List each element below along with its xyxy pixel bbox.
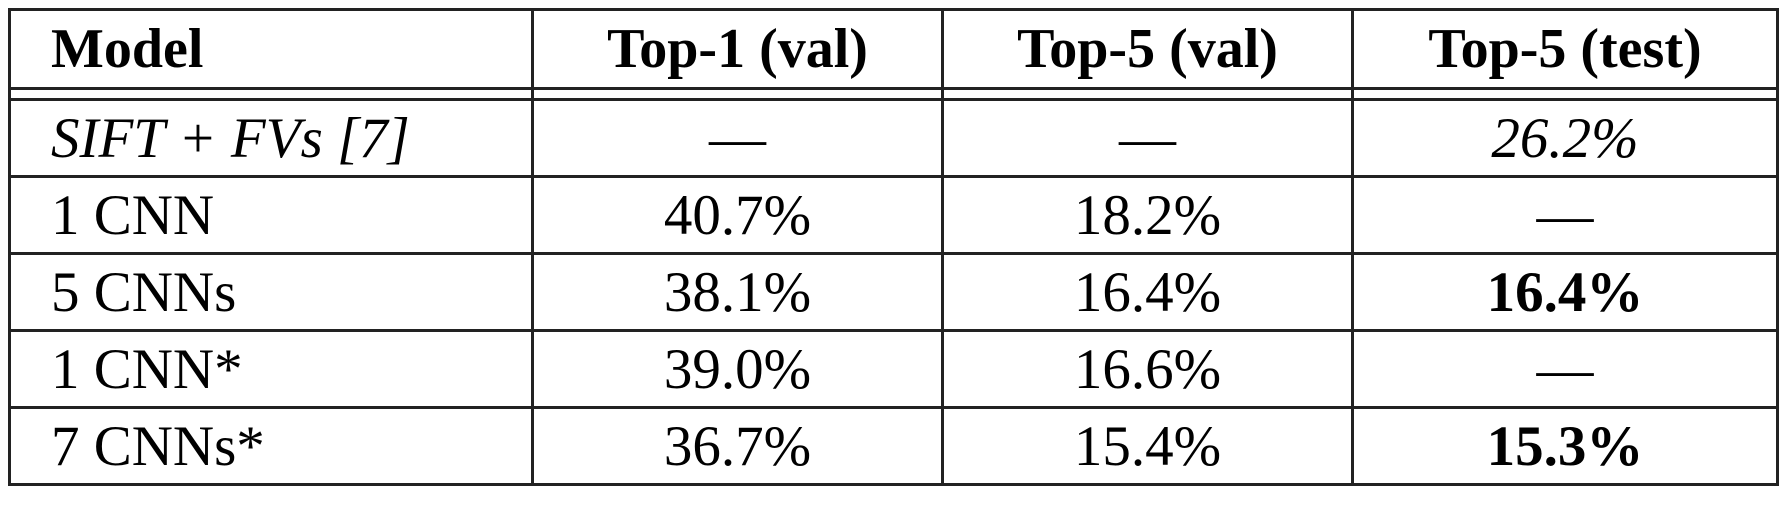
cell: 18.2%: [941, 175, 1354, 255]
cell: 1 CNN*: [8, 329, 534, 409]
row: 1 CNN* 39.0% 16.6% —: [8, 329, 1779, 409]
row: SIFT + FVs [7] — — 26.2%: [8, 98, 1779, 178]
cell: 1 CNN: [8, 175, 534, 255]
row: 1 CNN 40.7% 18.2% —: [8, 175, 1779, 255]
header-cell: Top-5 (val): [941, 8, 1354, 90]
row: 7 CNNs* 36.7% 15.4% 15.3%: [8, 406, 1779, 486]
cell: 36.7%: [531, 406, 944, 486]
header-cell: Top-1 (val): [531, 8, 944, 90]
header-cell: Model: [8, 8, 534, 90]
cell: 39.0%: [531, 329, 944, 409]
cell: 16.4%: [941, 252, 1354, 332]
cell: 40.7%: [531, 175, 944, 255]
cell: 15.4%: [941, 406, 1354, 486]
cell: 26.2%: [1351, 98, 1779, 178]
cell: SIFT + FVs [7]: [8, 98, 534, 178]
cell: 15.3%: [1351, 406, 1779, 486]
results-table: Model Top-1 (val) Top-5 (val) Top-5 (tes…: [8, 8, 1779, 486]
cell: 38.1%: [531, 252, 944, 332]
cell: —: [531, 98, 944, 178]
cell: 7 CNNs*: [8, 406, 534, 486]
header-row: Model Top-1 (val) Top-5 (val) Top-5 (tes…: [8, 8, 1779, 90]
row: 5 CNNs 38.1% 16.4% 16.4%: [8, 252, 1779, 332]
cell: —: [1351, 175, 1779, 255]
cell: —: [941, 98, 1354, 178]
cell: 16.4%: [1351, 252, 1779, 332]
cell: —: [1351, 329, 1779, 409]
cell: 16.6%: [941, 329, 1354, 409]
cell: 5 CNNs: [8, 252, 534, 332]
separator: [8, 87, 1779, 101]
header-cell: Top-5 (test): [1351, 8, 1779, 90]
